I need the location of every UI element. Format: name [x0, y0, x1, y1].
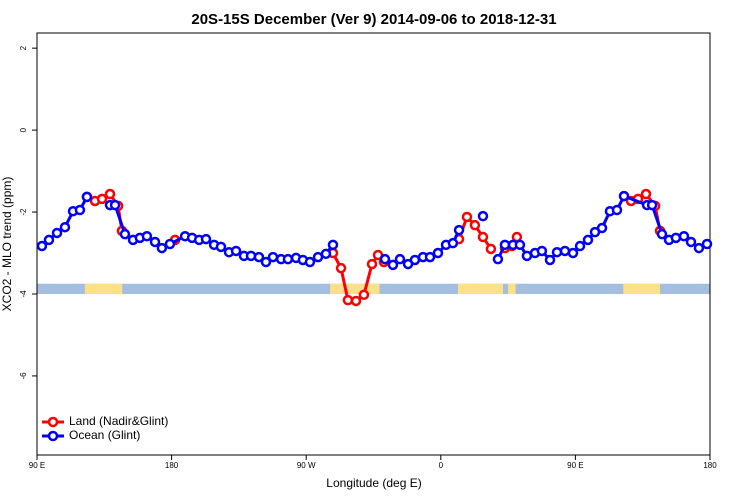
point — [253, 251, 265, 263]
y-tick-label: 2 — [19, 45, 28, 50]
y-tick-label: 0 — [19, 127, 28, 132]
point — [461, 211, 473, 223]
point — [670, 232, 682, 244]
point — [514, 239, 526, 251]
point — [656, 228, 668, 240]
point — [81, 191, 93, 203]
point — [36, 240, 48, 252]
plot-frame — [36, 32, 711, 456]
x-tick-label: 180 — [165, 461, 179, 470]
point — [544, 254, 556, 266]
x-tick-label: 180 — [703, 461, 717, 470]
point — [230, 245, 242, 257]
point — [200, 233, 212, 245]
point — [685, 236, 697, 248]
point — [574, 240, 586, 252]
point — [447, 237, 459, 249]
point — [74, 204, 86, 216]
point — [678, 230, 690, 242]
point — [379, 253, 391, 265]
x-tick-label: 0 — [439, 461, 444, 470]
point — [350, 295, 362, 307]
point — [701, 238, 713, 250]
x-tick-label: 90 W — [297, 461, 316, 470]
land-band — [457, 283, 504, 294]
point — [119, 228, 131, 240]
legend-label: Land (Nadir&Glint) — [69, 414, 168, 428]
land-band — [84, 283, 123, 294]
point — [342, 294, 354, 306]
point — [409, 254, 421, 266]
point — [492, 253, 504, 265]
point — [149, 236, 161, 248]
legend-marker — [47, 416, 59, 428]
point — [387, 259, 399, 271]
point — [282, 253, 294, 265]
point — [596, 222, 608, 234]
point — [59, 221, 71, 233]
point — [141, 230, 153, 242]
point — [320, 248, 332, 260]
point — [453, 224, 465, 236]
point — [43, 234, 55, 246]
point — [156, 242, 168, 254]
y-tick-label: -6 — [19, 372, 28, 380]
point — [521, 250, 533, 262]
point — [477, 231, 489, 243]
point — [215, 241, 227, 253]
point — [96, 193, 108, 205]
point — [366, 258, 378, 270]
x-axis-label: Longitude (deg E) — [326, 476, 421, 490]
point — [611, 204, 623, 216]
point — [358, 289, 370, 301]
point — [618, 190, 630, 202]
point — [51, 227, 63, 239]
x-tick-label: 90 E — [567, 461, 583, 470]
land-band — [330, 283, 380, 294]
point — [551, 246, 563, 258]
x-tick-label: 90 E — [29, 461, 45, 470]
point — [582, 234, 594, 246]
y-tick-label: -2 — [19, 208, 28, 216]
legend-label: Ocean (Glint) — [69, 428, 140, 442]
y-axis-label: XCO2 - MLO trend (ppm) — [0, 177, 14, 312]
point — [394, 253, 406, 265]
point — [260, 256, 272, 268]
y-tick-label: -4 — [19, 290, 28, 298]
point — [469, 219, 481, 231]
legend-marker — [47, 430, 59, 442]
point — [164, 238, 176, 250]
point — [640, 188, 652, 200]
point — [267, 251, 279, 263]
point — [335, 262, 347, 274]
point — [567, 247, 579, 259]
point — [485, 243, 497, 255]
point — [304, 256, 316, 268]
point — [432, 247, 444, 259]
land-band — [623, 283, 661, 294]
point — [559, 245, 571, 257]
point — [109, 199, 121, 211]
point — [646, 199, 658, 211]
point — [424, 251, 436, 263]
point — [327, 239, 339, 251]
point — [536, 245, 548, 257]
land-band — [508, 283, 516, 294]
point — [245, 250, 257, 262]
point — [104, 188, 116, 200]
point — [499, 239, 511, 251]
point — [693, 242, 705, 254]
chart-title: 20S-15S December (Ver 9) 2014-09-06 to 2… — [191, 11, 556, 28]
point — [477, 210, 489, 222]
